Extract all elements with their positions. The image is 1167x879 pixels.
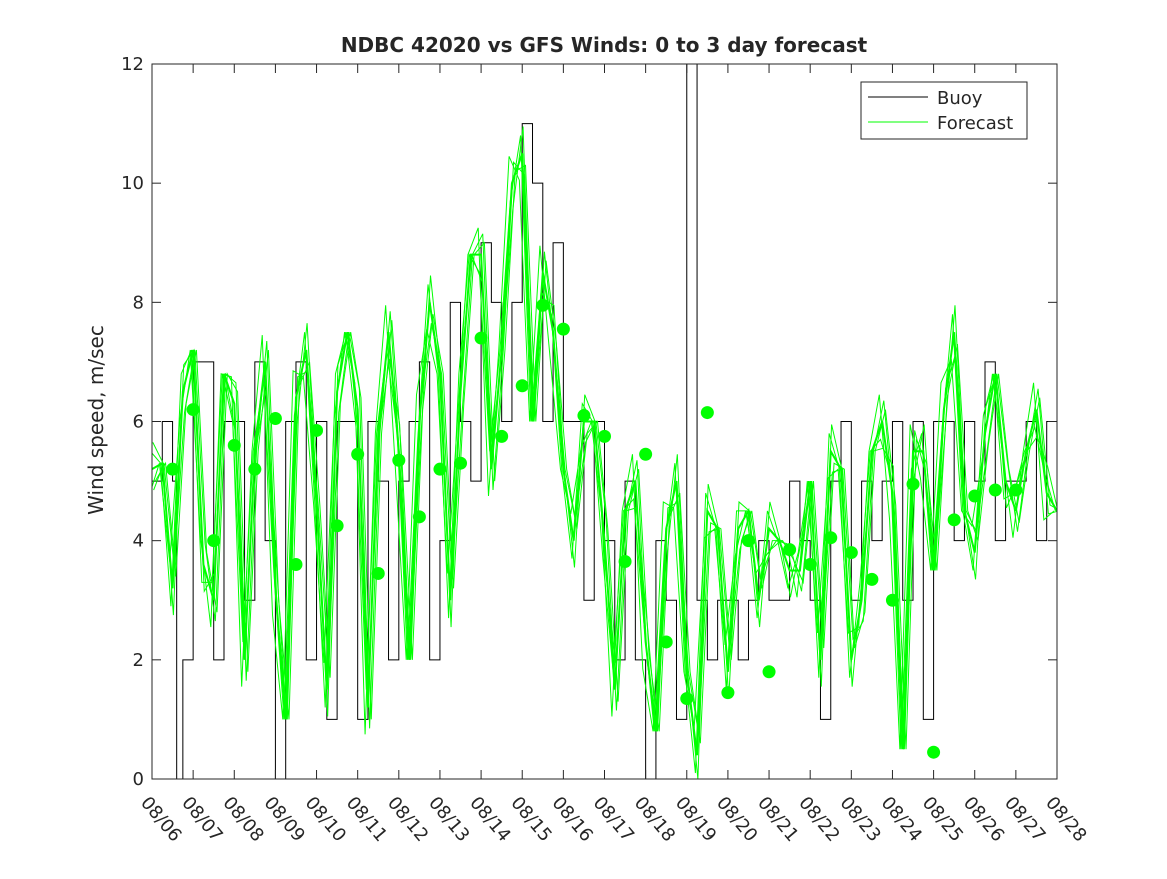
forecast-marker xyxy=(680,692,694,706)
forecast-marker xyxy=(351,447,365,461)
forecast-marker xyxy=(1009,483,1023,497)
forecast-marker xyxy=(865,572,879,586)
forecast-marker xyxy=(844,546,858,560)
forecast-marker xyxy=(474,331,488,345)
forecast-marker xyxy=(659,635,673,649)
chart-title: NDBC 42020 vs GFS Winds: 0 to 3 day fore… xyxy=(341,33,868,57)
forecast-marker xyxy=(433,462,447,476)
forecast-marker xyxy=(310,423,324,437)
forecast-marker xyxy=(700,406,714,420)
forecast-marker xyxy=(454,456,468,470)
forecast-marker xyxy=(824,531,838,545)
forecast-marker xyxy=(289,558,303,571)
forecast-marker xyxy=(721,686,735,700)
forecast-marker xyxy=(741,534,755,548)
forecast-marker xyxy=(515,379,529,393)
y-tick-label: 10 xyxy=(121,173,144,194)
forecast-marker xyxy=(166,462,180,476)
legend-buoy-label: Buoy xyxy=(937,88,983,109)
forecast-marker xyxy=(268,412,282,426)
legend: Buoy Forecast xyxy=(860,81,1028,140)
forecast-marker xyxy=(392,453,406,467)
y-axis-label: Wind speed, m/sec xyxy=(84,325,108,515)
y-tick-label: 12 xyxy=(121,54,144,75)
forecast-marker xyxy=(947,513,961,527)
y-tick-label: 0 xyxy=(133,769,144,790)
forecast-marker xyxy=(927,745,941,759)
forecast-marker xyxy=(495,429,509,443)
forecast-marker xyxy=(412,510,426,524)
forecast-marker xyxy=(577,409,591,423)
data-layer xyxy=(152,64,1057,779)
forecast-series-line-3 xyxy=(154,164,1057,750)
forecast-marker xyxy=(598,429,611,443)
forecast-marker xyxy=(227,438,241,452)
forecast-marker xyxy=(906,477,920,491)
forecast-series-line-2 xyxy=(152,135,1056,774)
forecast-marker xyxy=(885,593,899,607)
forecast-series-line-5 xyxy=(152,126,1057,779)
forecast-marker xyxy=(556,322,570,336)
forecast-marker xyxy=(248,462,262,476)
y-tick-label: 2 xyxy=(133,650,144,671)
forecast-marker xyxy=(968,489,982,503)
legend-forecast-label: Forecast xyxy=(937,113,1013,134)
y-tick-label: 6 xyxy=(133,412,144,433)
forecast-marker xyxy=(618,555,632,569)
forecast-marker xyxy=(536,298,550,312)
forecast-marker xyxy=(639,447,653,461)
forecast-marker xyxy=(988,483,1002,497)
forecast-marker xyxy=(803,558,817,571)
legend-box xyxy=(860,81,1028,140)
forecast-marker xyxy=(371,566,385,580)
y-tick-label: 4 xyxy=(133,531,144,552)
forecast-marker xyxy=(186,403,200,417)
forecast-marker xyxy=(762,665,776,679)
forecast-marker xyxy=(207,534,221,548)
buoy-series-line xyxy=(152,64,1057,779)
forecast-marker xyxy=(330,519,344,533)
y-tick-label: 8 xyxy=(133,292,144,313)
forecast-marker xyxy=(783,543,797,557)
